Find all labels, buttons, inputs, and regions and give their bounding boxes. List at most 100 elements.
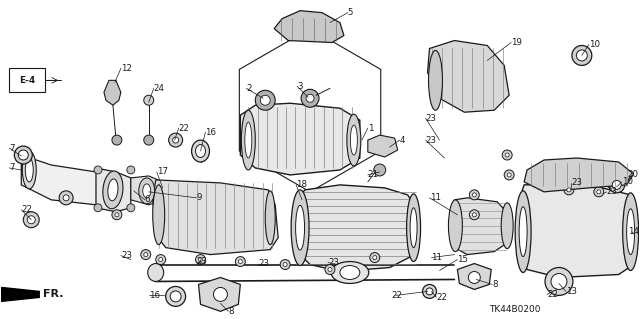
Text: 23: 23 <box>259 259 269 268</box>
Circle shape <box>196 255 205 264</box>
Text: 23: 23 <box>196 257 207 266</box>
Text: 23: 23 <box>121 251 132 260</box>
Text: 4: 4 <box>399 136 405 145</box>
Ellipse shape <box>515 191 531 272</box>
Circle shape <box>127 166 135 174</box>
Circle shape <box>472 213 476 217</box>
Circle shape <box>144 253 148 256</box>
Text: E-4: E-4 <box>19 76 35 85</box>
Polygon shape <box>524 158 634 192</box>
Text: TK44B0200: TK44B0200 <box>489 305 541 314</box>
Circle shape <box>280 260 290 270</box>
Text: 7: 7 <box>10 144 15 152</box>
Ellipse shape <box>153 185 164 245</box>
Ellipse shape <box>410 208 417 248</box>
Text: 3: 3 <box>297 82 303 91</box>
Text: 2: 2 <box>246 84 252 93</box>
Ellipse shape <box>551 273 567 289</box>
Circle shape <box>472 193 476 197</box>
Circle shape <box>159 257 163 262</box>
Polygon shape <box>239 29 381 192</box>
Circle shape <box>594 187 604 197</box>
Text: 22: 22 <box>436 293 447 302</box>
Ellipse shape <box>108 179 118 201</box>
Text: 11: 11 <box>431 253 442 262</box>
Circle shape <box>112 210 122 220</box>
Ellipse shape <box>350 125 357 155</box>
Circle shape <box>255 90 275 110</box>
Ellipse shape <box>170 291 181 302</box>
Ellipse shape <box>545 268 573 295</box>
Ellipse shape <box>22 151 36 189</box>
Polygon shape <box>21 155 131 205</box>
Text: 8: 8 <box>492 280 498 289</box>
Text: 8: 8 <box>228 307 234 316</box>
Ellipse shape <box>612 181 621 189</box>
Text: 10: 10 <box>589 40 600 49</box>
Text: 22: 22 <box>179 124 189 133</box>
Circle shape <box>502 150 512 160</box>
Ellipse shape <box>19 150 28 160</box>
Text: 6: 6 <box>145 195 150 204</box>
Circle shape <box>169 133 182 147</box>
Text: 18: 18 <box>296 180 307 189</box>
Polygon shape <box>198 278 241 311</box>
Circle shape <box>306 94 314 102</box>
Text: 22: 22 <box>21 205 32 214</box>
Text: 5: 5 <box>348 8 353 17</box>
Circle shape <box>328 268 332 271</box>
Text: 9: 9 <box>196 193 202 202</box>
Text: 23: 23 <box>426 114 436 123</box>
Circle shape <box>236 256 245 267</box>
Ellipse shape <box>449 200 462 252</box>
Polygon shape <box>428 41 509 112</box>
Polygon shape <box>292 185 420 271</box>
Ellipse shape <box>245 122 252 158</box>
Text: 15: 15 <box>458 255 468 264</box>
Circle shape <box>283 263 287 267</box>
Circle shape <box>469 190 479 200</box>
Ellipse shape <box>166 286 186 306</box>
Circle shape <box>507 173 511 177</box>
Circle shape <box>127 204 135 212</box>
Ellipse shape <box>406 194 420 262</box>
Circle shape <box>370 253 380 263</box>
Text: 22: 22 <box>547 290 558 299</box>
Circle shape <box>156 255 166 264</box>
Text: 17: 17 <box>157 167 168 176</box>
Circle shape <box>115 213 119 217</box>
Text: 7: 7 <box>10 163 15 173</box>
Circle shape <box>504 170 514 180</box>
Bar <box>10 68 45 92</box>
Polygon shape <box>96 168 131 212</box>
Circle shape <box>198 257 202 262</box>
Ellipse shape <box>196 145 205 158</box>
Circle shape <box>301 89 319 107</box>
Circle shape <box>28 216 35 224</box>
Text: 20: 20 <box>628 170 639 179</box>
Circle shape <box>59 191 73 205</box>
Polygon shape <box>131 176 163 205</box>
Ellipse shape <box>429 50 442 110</box>
Circle shape <box>260 95 270 105</box>
Text: 23: 23 <box>328 258 339 267</box>
Text: 19: 19 <box>511 38 522 47</box>
Polygon shape <box>368 135 397 157</box>
Ellipse shape <box>191 140 209 162</box>
Circle shape <box>94 166 102 174</box>
Polygon shape <box>1 287 39 301</box>
Ellipse shape <box>623 193 639 271</box>
Circle shape <box>63 195 69 201</box>
Circle shape <box>372 256 377 260</box>
Text: 10: 10 <box>621 177 633 186</box>
Circle shape <box>144 135 154 145</box>
Ellipse shape <box>14 146 32 164</box>
Ellipse shape <box>241 110 255 170</box>
Polygon shape <box>104 80 121 105</box>
Text: 13: 13 <box>566 287 577 296</box>
Circle shape <box>112 135 122 145</box>
Ellipse shape <box>347 114 361 166</box>
Ellipse shape <box>468 271 480 284</box>
Text: 23: 23 <box>607 187 618 197</box>
Ellipse shape <box>214 287 227 301</box>
